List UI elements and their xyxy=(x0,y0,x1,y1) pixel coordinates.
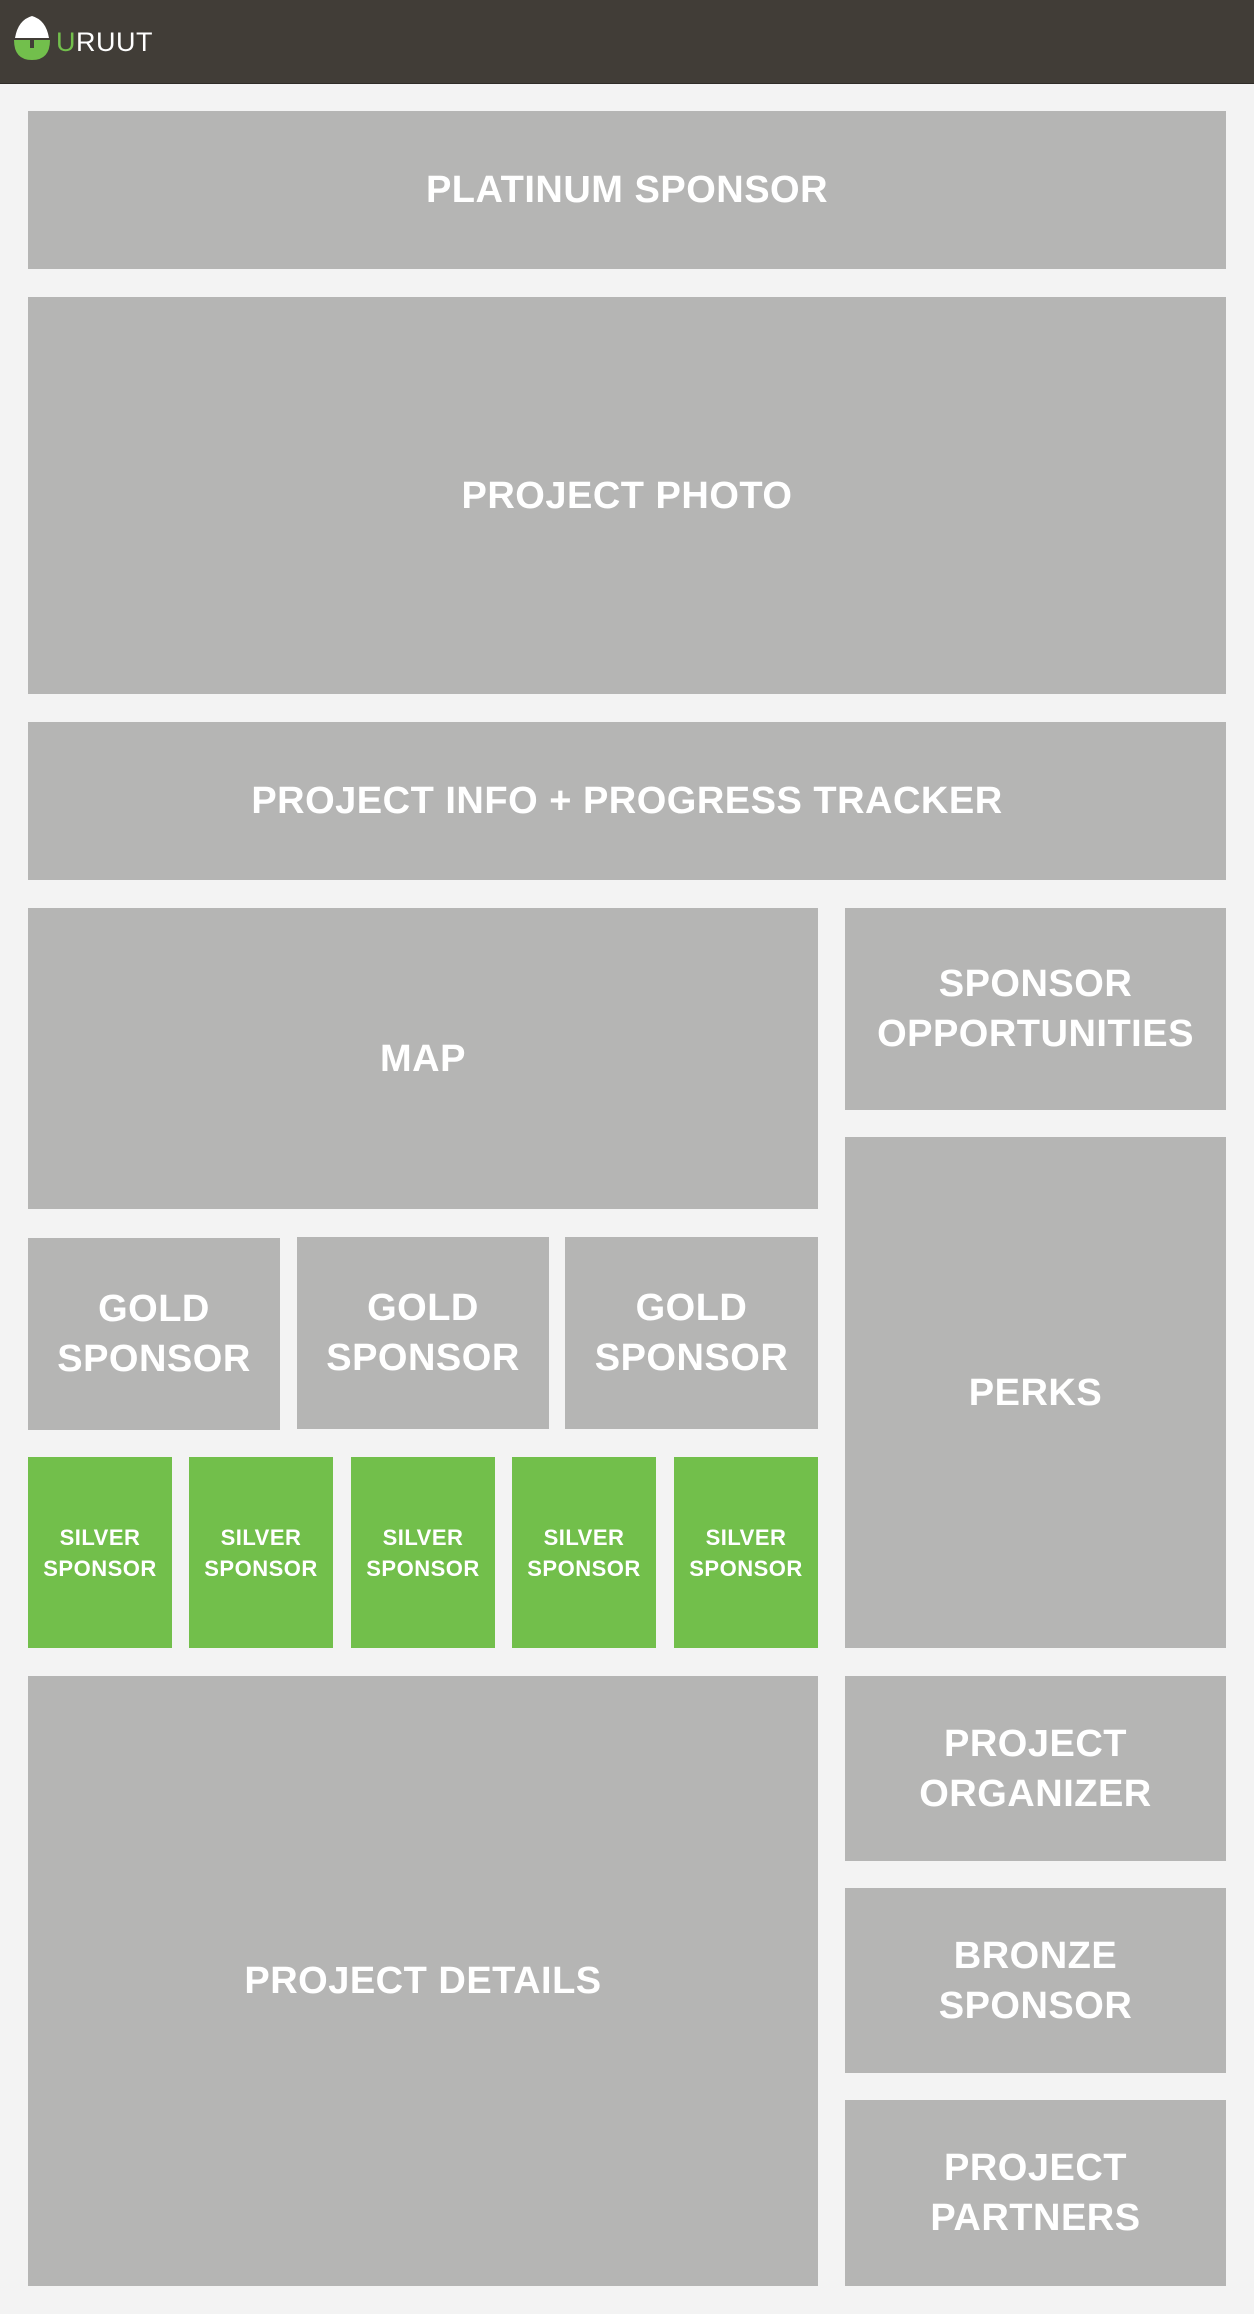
platinum-sponsor-block[interactable]: PLATINUM SPONSOR xyxy=(28,111,1226,269)
project-partners-line-2: PARTNERS xyxy=(930,2197,1141,2239)
silver-sponsor-5-line-2: SPONSOR xyxy=(689,1555,803,1581)
silver-sponsor-5-line-1: SILVER xyxy=(705,1524,787,1550)
gold-sponsor-block-3[interactable]: GOLD SPONSOR xyxy=(565,1237,818,1429)
platinum-sponsor-label: PLATINUM SPONSOR xyxy=(425,169,829,211)
gold-sponsor-3-line-2: SPONSOR xyxy=(594,1337,789,1379)
bronze-sponsor-line-1: BRONZE xyxy=(953,1934,1118,1977)
gold-sponsor-2-line-1: GOLD xyxy=(367,1287,479,1329)
sponsor-opportunities-block[interactable]: SPONSOR OPPORTUNITIES xyxy=(845,908,1226,1110)
map-block[interactable]: MAP xyxy=(28,908,818,1209)
silver-sponsor-block-1[interactable]: SILVER SPONSOR xyxy=(28,1457,172,1648)
project-photo-label: PROJECT PHOTO xyxy=(461,474,793,517)
project-photo-block[interactable]: PROJECT PHOTO xyxy=(28,297,1226,694)
project-organizer-block[interactable]: PROJECT ORGANIZER xyxy=(845,1676,1226,1861)
project-partners-line-1: PROJECT xyxy=(944,2147,1127,2189)
map-label: MAP xyxy=(380,1037,466,1080)
sponsor-opportunities-line-2: OPPORTUNITIES xyxy=(877,1013,1194,1055)
project-organizer-line-1: PROJECT xyxy=(944,1722,1127,1765)
silver-sponsor-4-line-2: SPONSOR xyxy=(527,1555,641,1581)
project-info-progress-block[interactable]: PROJECT INFO + PROGRESS TRACKER xyxy=(28,722,1226,880)
logo-first-letter: U xyxy=(56,27,76,57)
brand-logo-text[interactable]: URUUT xyxy=(56,25,153,59)
silver-sponsor-block-2[interactable]: SILVER SPONSOR xyxy=(189,1457,333,1648)
silver-sponsor-2-line-2: SPONSOR xyxy=(204,1555,318,1581)
silver-sponsor-3-line-1: SILVER xyxy=(382,1524,464,1550)
header-bar: URUUT xyxy=(0,0,1254,84)
gold-sponsor-2-line-2: SPONSOR xyxy=(326,1337,520,1379)
silver-sponsor-2-line-1: SILVER xyxy=(220,1524,302,1550)
silver-sponsor-3-line-2: SPONSOR xyxy=(366,1555,480,1581)
perks-block[interactable]: PERKS xyxy=(845,1137,1226,1648)
gold-sponsor-block-1[interactable]: GOLD SPONSOR xyxy=(28,1238,280,1430)
silver-sponsor-block-3[interactable]: SILVER SPONSOR xyxy=(351,1457,495,1648)
bronze-sponsor-line-2: SPONSOR xyxy=(938,1984,1133,2027)
gold-sponsor-1-line-2: SPONSOR xyxy=(57,1338,251,1380)
logo-rest-letters: RUUT xyxy=(76,27,153,57)
gold-sponsor-block-2[interactable]: GOLD SPONSOR xyxy=(297,1237,549,1429)
sponsor-opportunities-line-1: SPONSOR xyxy=(938,963,1133,1005)
gold-sponsor-1-line-1: GOLD xyxy=(98,1288,210,1330)
project-details-label: PROJECT DETAILS xyxy=(244,1960,602,2002)
bronze-sponsor-block[interactable]: BRONZE SPONSOR xyxy=(845,1888,1226,2073)
perks-label: PERKS xyxy=(968,1371,1103,1414)
silver-sponsor-block-4[interactable]: SILVER SPONSOR xyxy=(512,1457,656,1648)
gold-sponsor-3-line-1: GOLD xyxy=(635,1287,748,1329)
silver-sponsor-4-line-1: SILVER xyxy=(543,1524,625,1550)
project-organizer-line-2: ORGANIZER xyxy=(919,1772,1152,1815)
silver-sponsor-1-line-2: SPONSOR xyxy=(43,1555,157,1581)
acorn-logo-icon xyxy=(14,16,50,60)
project-partners-block[interactable]: PROJECT PARTNERS xyxy=(845,2100,1226,2286)
project-info-label: PROJECT INFO + PROGRESS TRACKER xyxy=(251,780,1003,822)
silver-sponsor-block-5[interactable]: SILVER SPONSOR xyxy=(674,1457,818,1648)
project-details-block[interactable]: PROJECT DETAILS xyxy=(28,1676,818,2286)
silver-sponsor-1-line-1: SILVER xyxy=(59,1524,141,1550)
